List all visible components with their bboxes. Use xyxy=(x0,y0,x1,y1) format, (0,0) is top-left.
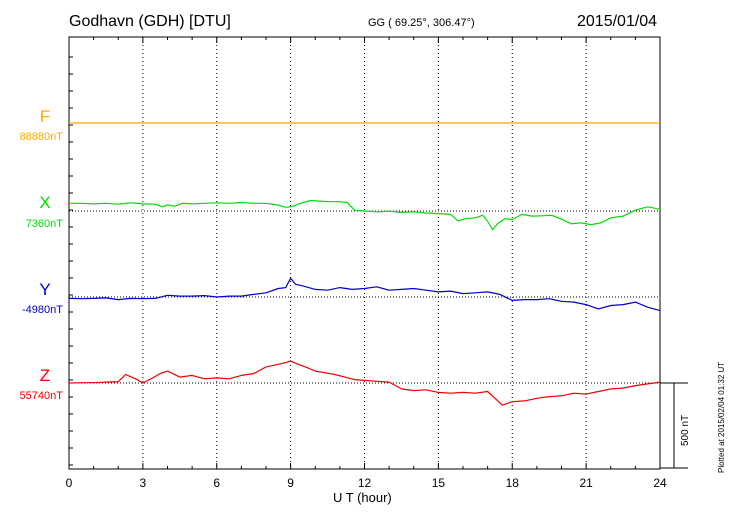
x-tick-label: 6 xyxy=(213,476,220,490)
channel-baseline-f: 88880nT xyxy=(19,131,63,143)
coordinates-label: GG ( 69.25°, 306.47°) xyxy=(368,17,475,29)
x-tick-label: 24 xyxy=(653,476,667,490)
series-lines xyxy=(68,122,661,406)
channel-baseline-x: 7360nT xyxy=(25,218,63,230)
series-line-z xyxy=(68,360,661,406)
date-label: 2015/01/04 xyxy=(577,13,658,30)
scale-bar xyxy=(660,382,688,469)
x-tick-label: 12 xyxy=(358,476,372,490)
plotted-timestamp: Plotted at 2015/02/04 01:32 UT xyxy=(717,361,726,473)
station-title: Godhavn (GDH) [DTU] xyxy=(69,13,231,30)
scale-bar-label: 500 nT xyxy=(680,414,691,446)
series-line-y xyxy=(68,277,661,312)
channel-name-z: Z xyxy=(39,366,51,385)
x-axis-label: U T (hour) xyxy=(333,490,392,505)
x-tick-label: 0 xyxy=(66,476,73,490)
x-tick-label: 9 xyxy=(287,476,294,490)
series-line-x xyxy=(69,199,661,231)
channel-baseline-y: -4980nT xyxy=(22,304,63,316)
x-tick-label: 3 xyxy=(140,476,147,490)
channel-name-y: Y xyxy=(39,280,51,299)
channel-name-x: X xyxy=(39,193,51,212)
x-tick-label: 18 xyxy=(506,476,520,490)
channel-baseline-z: 55740nT xyxy=(19,390,63,402)
x-tick-label: 21 xyxy=(579,476,593,490)
x-ticks: 0 3 6 9 12 15 18 21 24 xyxy=(66,37,667,490)
grid xyxy=(142,37,587,469)
channel-name-f: F xyxy=(39,107,51,126)
x-tick-label: 15 xyxy=(432,476,446,490)
